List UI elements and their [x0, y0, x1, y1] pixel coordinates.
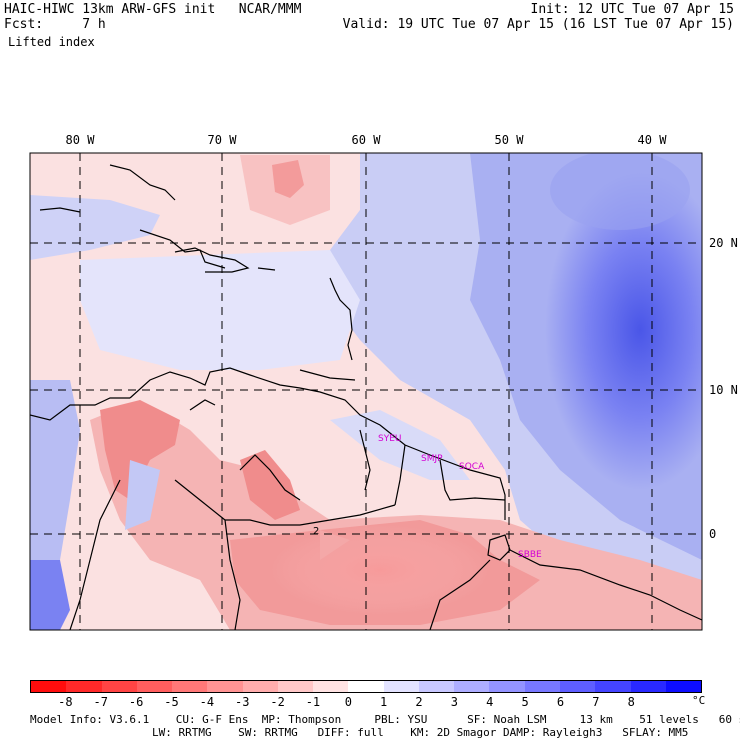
color-bar-tick-label: 2: [415, 695, 423, 709]
color-bar-tick-label: -5: [164, 695, 179, 709]
model-info-line1: Model Info: V3.6.1 CU: G-F Ens MP: Thomp…: [30, 713, 740, 726]
color-bar-segment: [313, 681, 349, 692]
lon-label-60w: 60 W: [351, 133, 381, 147]
contour-label: 2: [313, 526, 319, 537]
color-bar-tick-label: -2: [270, 695, 285, 709]
color-bar-segment: [454, 681, 490, 692]
station-sbbe: SBBE: [518, 550, 542, 560]
color-bar-tick-label: -7: [93, 695, 108, 709]
color-bar-segment: [136, 681, 173, 692]
valid-time: Valid: 19 UTC Tue 07 Apr 15 (16 LST Tue …: [342, 17, 734, 32]
color-bar-tick-label: -4: [199, 695, 215, 709]
color-bar-segment: [630, 681, 666, 692]
forecast-hour: Fcst: 7 h: [4, 17, 106, 32]
color-bar-tick-label: 4: [486, 695, 494, 709]
color-bar-tick-label: -6: [128, 695, 144, 709]
lat-lon-grid: [30, 153, 702, 630]
color-bar-segment: [418, 681, 455, 692]
lon-label-70w: 70 W: [207, 133, 237, 147]
color-bar: [30, 680, 702, 693]
lon-label-50w: 50 W: [494, 133, 524, 147]
color-bar-segment: [348, 681, 384, 692]
color-bar-segment: [31, 681, 67, 692]
lat-label-20n: 20 N: [709, 236, 738, 250]
station-syeu: SYEU: [378, 434, 401, 444]
color-bar-tick-label: 6: [556, 695, 565, 709]
color-bar-tick-label: -8: [58, 695, 73, 709]
model-title: HAIC-HIWC 13km ARW-GFS init NCAR/MMM: [4, 2, 302, 17]
lat-label-10n: 10 N: [709, 383, 738, 397]
color-bar-segment: [242, 681, 278, 692]
lifted-index-map: SYEU SMJP SOCA SBBE 2: [29, 152, 703, 631]
color-bar-segment: [665, 681, 702, 692]
color-bar-segment: [207, 681, 243, 692]
color-bar-tick-label: 1: [380, 695, 388, 709]
color-bar-tick-label: -3: [234, 695, 250, 709]
color-bar-tick-label: -1: [305, 695, 321, 709]
color-bar-segment: [489, 681, 525, 692]
lon-label-80w: 80 W: [65, 133, 95, 147]
model-info-line2: LW: RRTMG SW: RRTMG DIFF: full KM: 2D Sm…: [152, 726, 689, 739]
station-soca: SOCA: [459, 462, 485, 472]
color-bar-segment: [172, 681, 208, 692]
lon-label-40w: 40 W: [637, 133, 667, 147]
variable-name: Lifted index: [8, 35, 95, 49]
init-time: Init: 12 UTC Tue 07 Apr 15: [530, 2, 735, 17]
color-bar-segment: [383, 681, 419, 692]
color-bar-segment: [277, 681, 314, 692]
color-bar-segment: [595, 681, 631, 692]
color-bar-tick-label: 7: [592, 695, 600, 709]
color-bar-tick-label: 3: [450, 695, 459, 709]
color-bar-segment: [101, 681, 137, 692]
color-bar-unit: °C: [692, 694, 706, 707]
color-bar-tick-label: 8: [627, 695, 635, 709]
color-bar-segment: [66, 681, 102, 692]
station-smjp: SMJP: [421, 454, 443, 464]
color-bar-segment: [559, 681, 596, 692]
color-bar-tick-label: 0: [344, 695, 352, 709]
map-frame: [29, 152, 703, 631]
color-bar-segment: [524, 681, 560, 692]
lat-label-0: 0: [709, 527, 717, 541]
color-bar-tick-label: 5: [521, 695, 529, 709]
